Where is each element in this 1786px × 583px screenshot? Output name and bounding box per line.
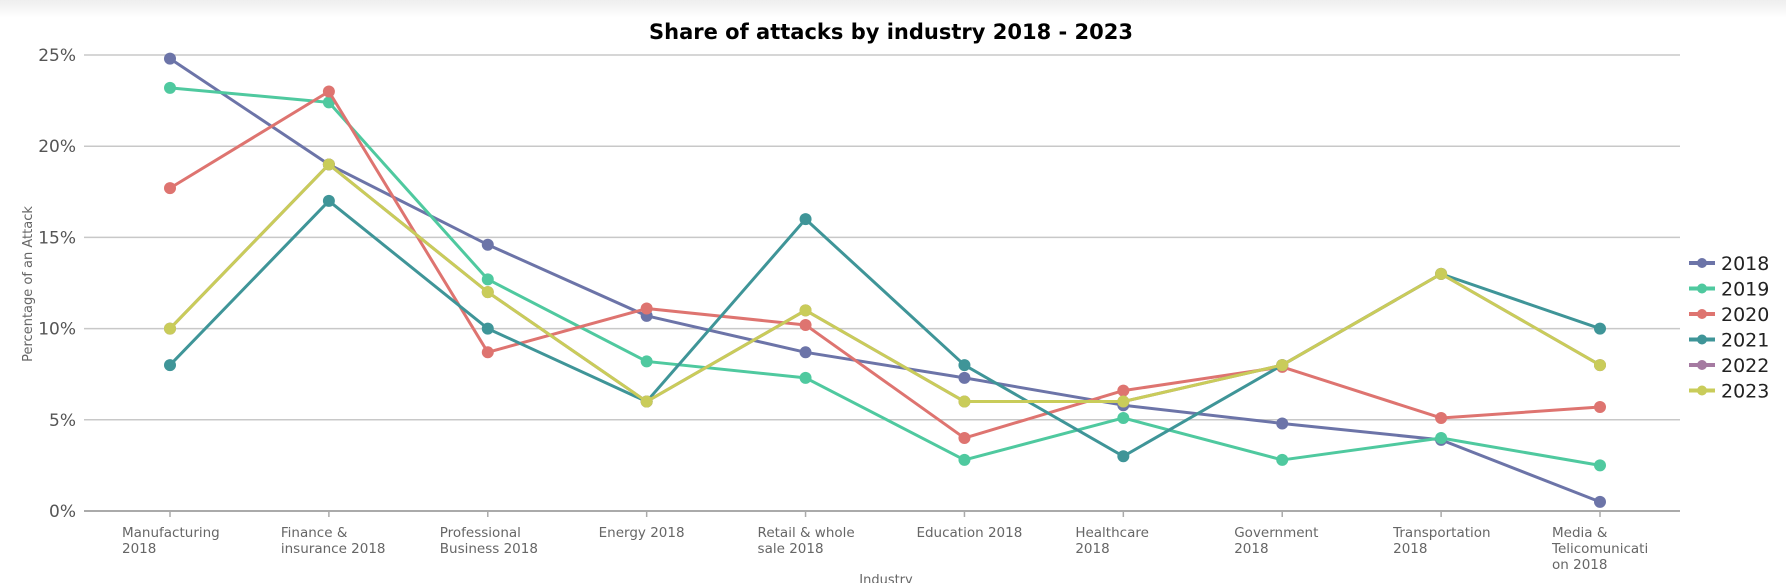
x-tick-label: Education 2018 <box>916 525 1022 541</box>
legend-label: 2020 <box>1721 304 1769 326</box>
y-tick-label: 0% <box>49 502 76 522</box>
x-tick-label: Media & Telicomunicati on 2018 <box>1551 525 1648 573</box>
data-point[interactable] <box>164 322 176 335</box>
series-lines <box>164 52 1606 508</box>
data-point[interactable] <box>958 371 971 384</box>
x-tick-label: Transportation 2018 <box>1392 525 1490 557</box>
chart-title: Share of attacks by industry 2018 - 2023 <box>649 20 1133 44</box>
x-tick-label: Healthcare 2018 <box>1075 525 1149 557</box>
legend-swatch-dot <box>1697 385 1707 396</box>
data-point[interactable] <box>1117 450 1130 463</box>
legend-label: 2019 <box>1721 279 1769 301</box>
series-line <box>168 162 1601 404</box>
legend-item[interactable]: 2023 <box>1689 381 1769 403</box>
data-point[interactable] <box>799 213 812 226</box>
data-point[interactable] <box>164 81 176 94</box>
x-axis-ticks: Manufacturing 2018 Finance & insurance 2018… <box>122 511 1648 573</box>
legend-item[interactable]: 2021 <box>1689 330 1769 352</box>
legend-label: 2018 <box>1721 253 1769 275</box>
series-line <box>169 57 1601 504</box>
data-point[interactable] <box>164 52 176 65</box>
data-point[interactable] <box>958 359 971 372</box>
data-point[interactable] <box>1276 417 1289 430</box>
series-2022 <box>164 158 1606 408</box>
data-point[interactable] <box>799 346 812 359</box>
legend-swatch-dot <box>1697 258 1707 268</box>
data-point[interactable] <box>164 182 176 195</box>
data-point[interactable] <box>799 304 812 317</box>
data-point[interactable] <box>958 453 971 466</box>
legend-item[interactable]: 2018 <box>1689 253 1769 275</box>
series-2019 <box>164 81 1606 472</box>
data-point[interactable] <box>1594 401 1606 414</box>
y-tick-label: 5% <box>49 411 76 431</box>
data-point[interactable] <box>322 85 335 98</box>
data-point[interactable] <box>481 346 494 359</box>
data-point[interactable] <box>481 322 494 335</box>
data-point[interactable] <box>322 158 335 171</box>
legend-label: 2021 <box>1721 330 1769 352</box>
legend-item[interactable]: 2022 <box>1689 355 1769 377</box>
grid-lines <box>84 54 1680 512</box>
series-line <box>169 89 1601 440</box>
data-point[interactable] <box>1276 359 1289 372</box>
data-point[interactable] <box>640 395 653 408</box>
data-point[interactable] <box>1117 411 1130 424</box>
data-point[interactable] <box>958 395 971 408</box>
data-point[interactable] <box>1117 384 1130 397</box>
data-point[interactable] <box>1594 495 1606 508</box>
series-line <box>169 86 1601 467</box>
x-tick-label: Energy 2018 <box>599 525 685 541</box>
data-point[interactable] <box>322 96 335 109</box>
x-tick-label: Finance & insurance 2018 <box>281 525 386 557</box>
data-point[interactable] <box>1435 432 1448 445</box>
y-tick-label: 25% <box>38 46 76 66</box>
data-point[interactable] <box>1594 322 1606 335</box>
legend-label: 2023 <box>1721 381 1769 403</box>
legend-item[interactable]: 2019 <box>1689 279 1769 301</box>
legend-item[interactable]: 2020 <box>1689 304 1769 326</box>
data-point[interactable] <box>1594 459 1606 472</box>
data-point[interactable] <box>481 238 494 251</box>
data-point[interactable] <box>1117 395 1130 408</box>
data-point[interactable] <box>640 355 653 368</box>
x-tick-label: Manufacturing 2018 <box>122 525 220 557</box>
data-point[interactable] <box>322 194 335 207</box>
data-point[interactable] <box>799 318 812 331</box>
data-point[interactable] <box>1435 411 1448 424</box>
data-point[interactable] <box>1594 359 1606 372</box>
y-tick-label: 10% <box>38 320 76 340</box>
x-tick-label: Professional Business 2018 <box>440 525 538 557</box>
y-axis-label: Percentage of an Attack <box>21 206 36 362</box>
series-2018 <box>164 52 1606 508</box>
legend-swatch-dot <box>1697 334 1707 345</box>
data-point[interactable] <box>164 359 176 372</box>
legend-swatch-dot <box>1697 360 1707 370</box>
series-2020 <box>164 85 1606 445</box>
top-shadow-bar <box>0 0 1786 18</box>
y-axis-ticks: 0% 5% 10% 15% 20% 25% <box>38 46 76 522</box>
series-2023 <box>164 158 1606 408</box>
x-axis-label: Industry <box>859 573 913 583</box>
y-tick-label: 15% <box>38 228 76 248</box>
data-point[interactable] <box>1276 453 1289 466</box>
x-tick-label: Government 2018 <box>1234 525 1318 557</box>
data-point[interactable] <box>481 273 494 286</box>
legend-label: 2022 <box>1721 355 1769 377</box>
data-point[interactable] <box>640 302 653 315</box>
legend-swatch-dot <box>1697 309 1707 319</box>
data-point[interactable] <box>799 371 812 384</box>
data-point[interactable] <box>481 286 494 299</box>
y-tick-label: 20% <box>38 137 76 157</box>
legend-swatch-dot <box>1697 283 1707 294</box>
legend: 2018 2019 2020 2021 2022 2023 <box>1689 253 1769 403</box>
data-point[interactable] <box>958 432 971 445</box>
data-point[interactable] <box>1435 267 1448 280</box>
x-tick-label: Retail & whole sale 2018 <box>758 525 855 557</box>
